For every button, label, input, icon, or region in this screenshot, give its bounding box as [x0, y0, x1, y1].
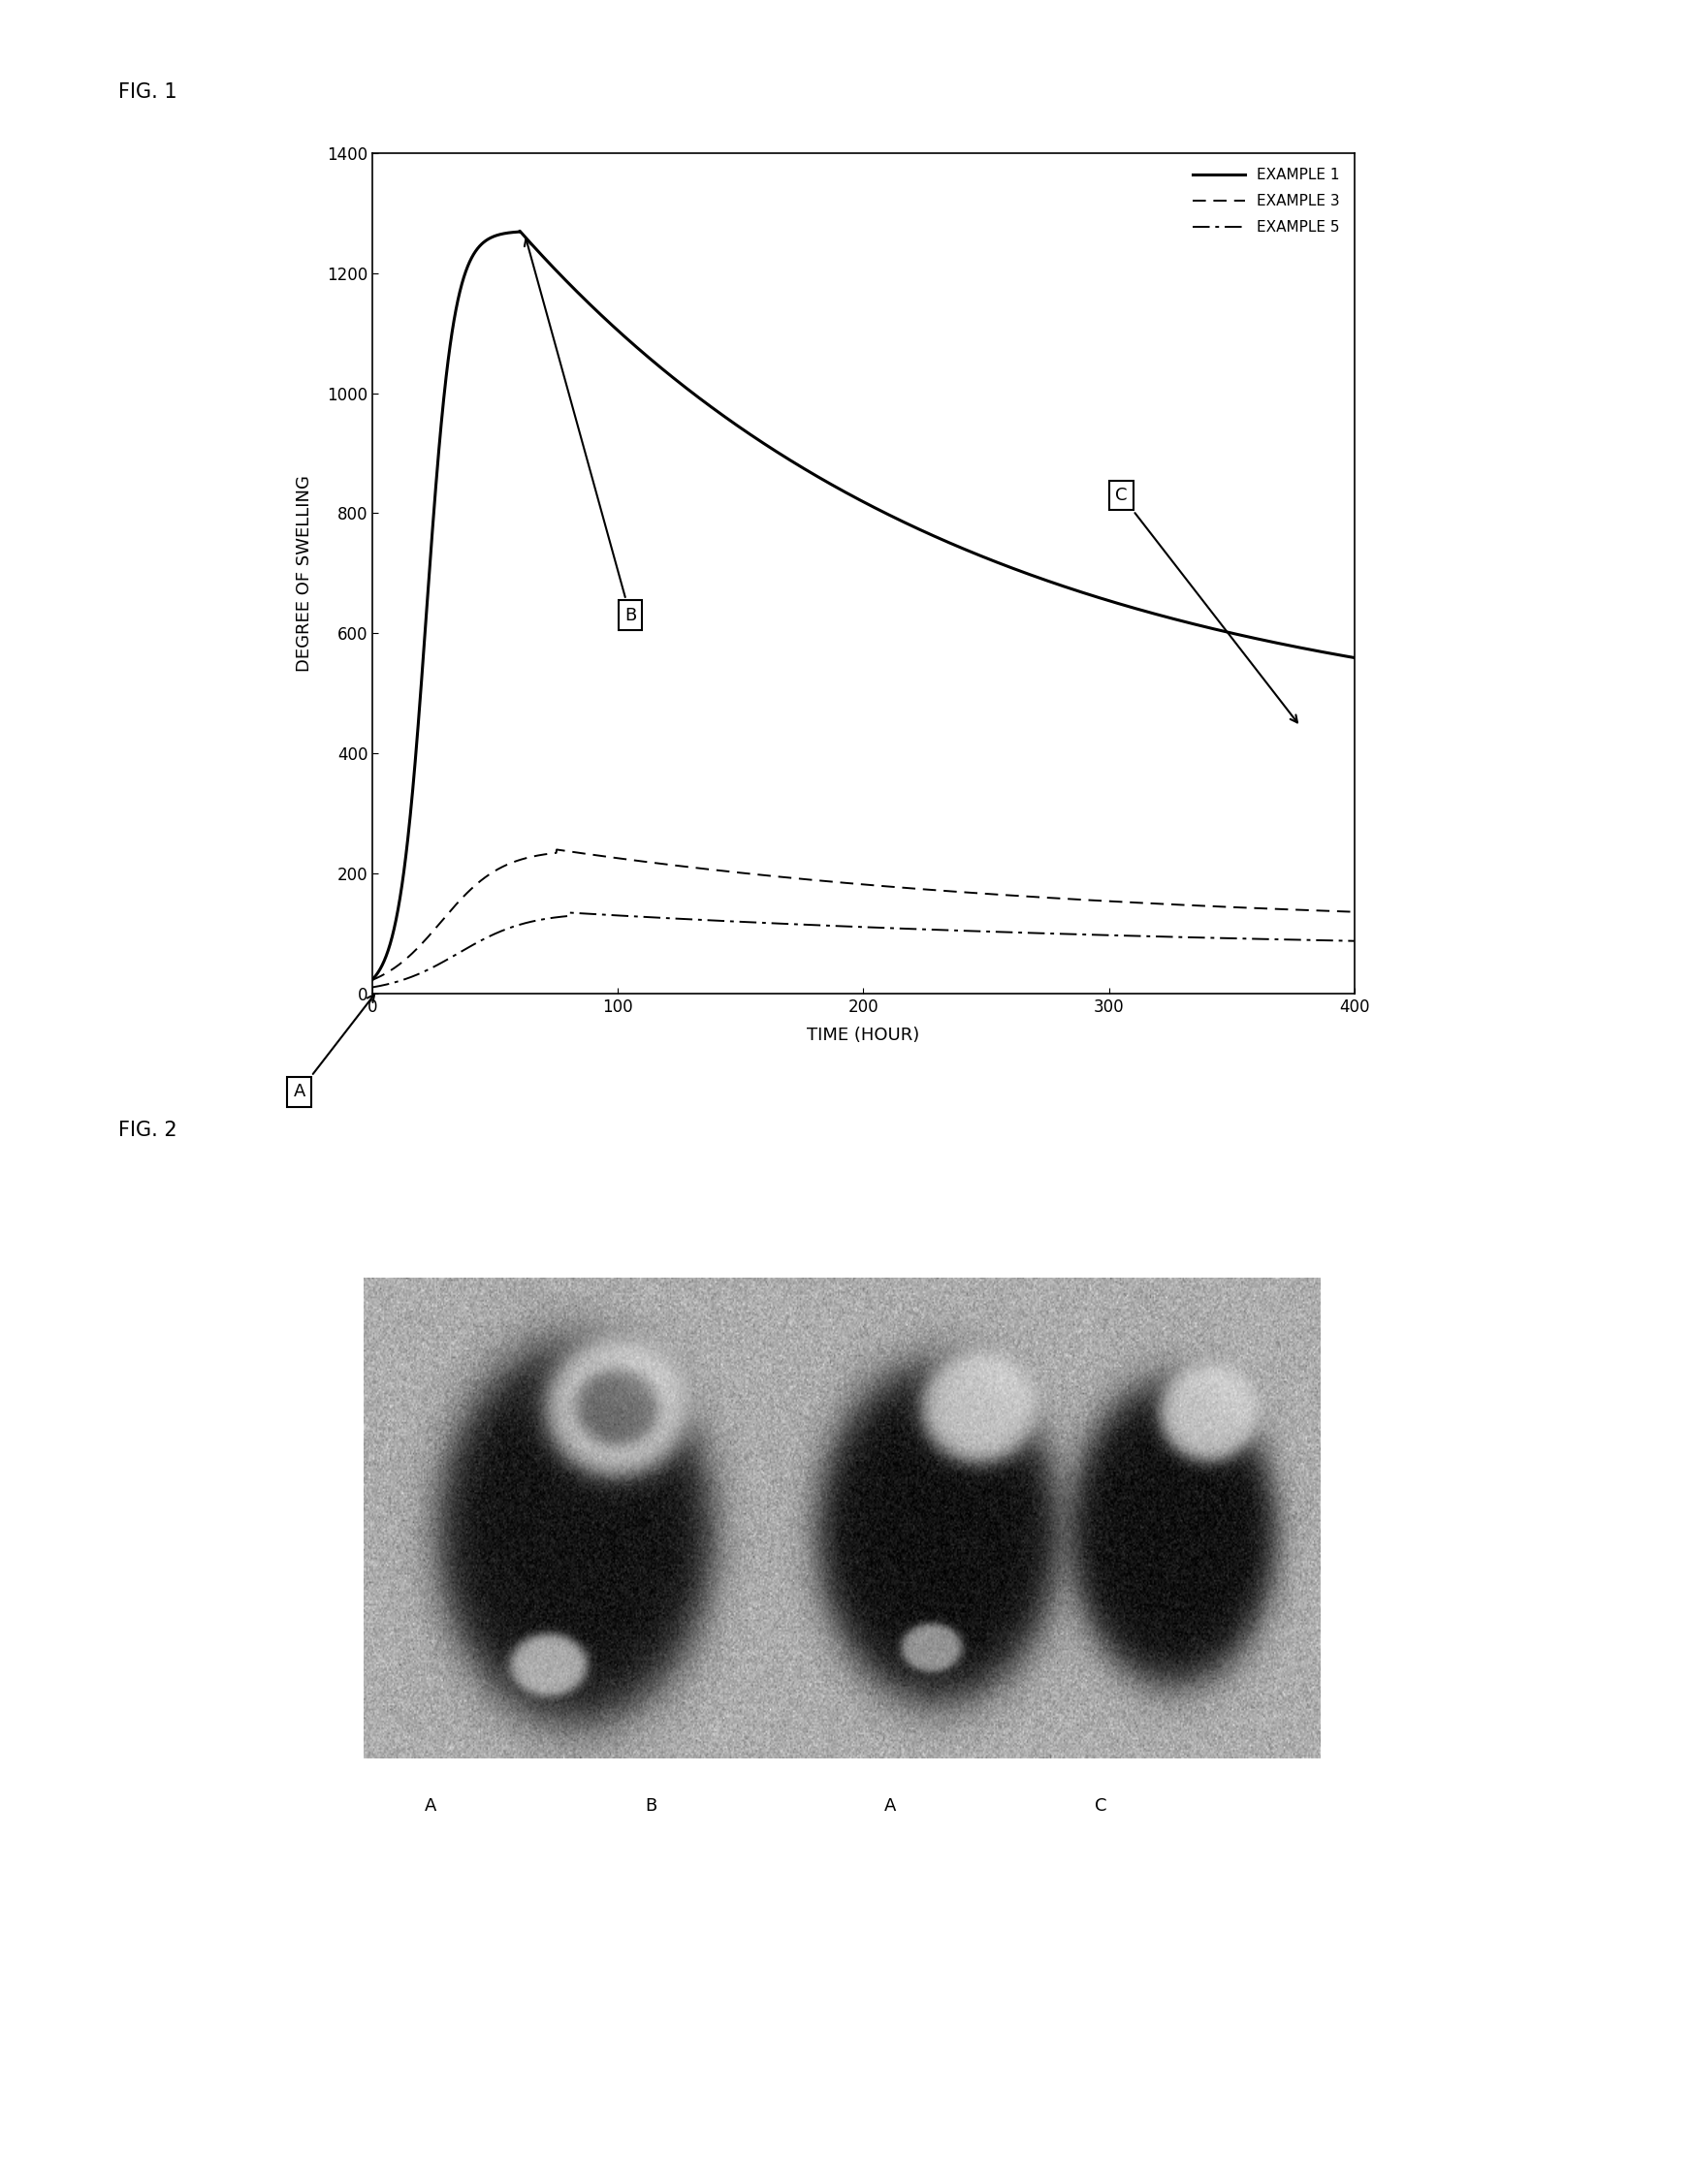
- Text: A: A: [293, 994, 374, 1101]
- Text: B: B: [525, 238, 637, 625]
- Text: C: C: [1116, 487, 1297, 723]
- Text: A: A: [425, 1797, 437, 1815]
- Y-axis label: DEGREE OF SWELLING: DEGREE OF SWELLING: [296, 474, 313, 673]
- Text: FIG. 2: FIG. 2: [119, 1120, 178, 1140]
- Text: C: C: [1094, 1797, 1107, 1815]
- Text: B: B: [645, 1797, 657, 1815]
- X-axis label: TIME (HOUR): TIME (HOUR): [808, 1026, 919, 1044]
- Text: A: A: [884, 1797, 896, 1815]
- Legend: EXAMPLE 1, EXAMPLE 3, EXAMPLE 5: EXAMPLE 1, EXAMPLE 3, EXAMPLE 5: [1185, 159, 1348, 242]
- Text: FIG. 1: FIG. 1: [119, 83, 178, 103]
